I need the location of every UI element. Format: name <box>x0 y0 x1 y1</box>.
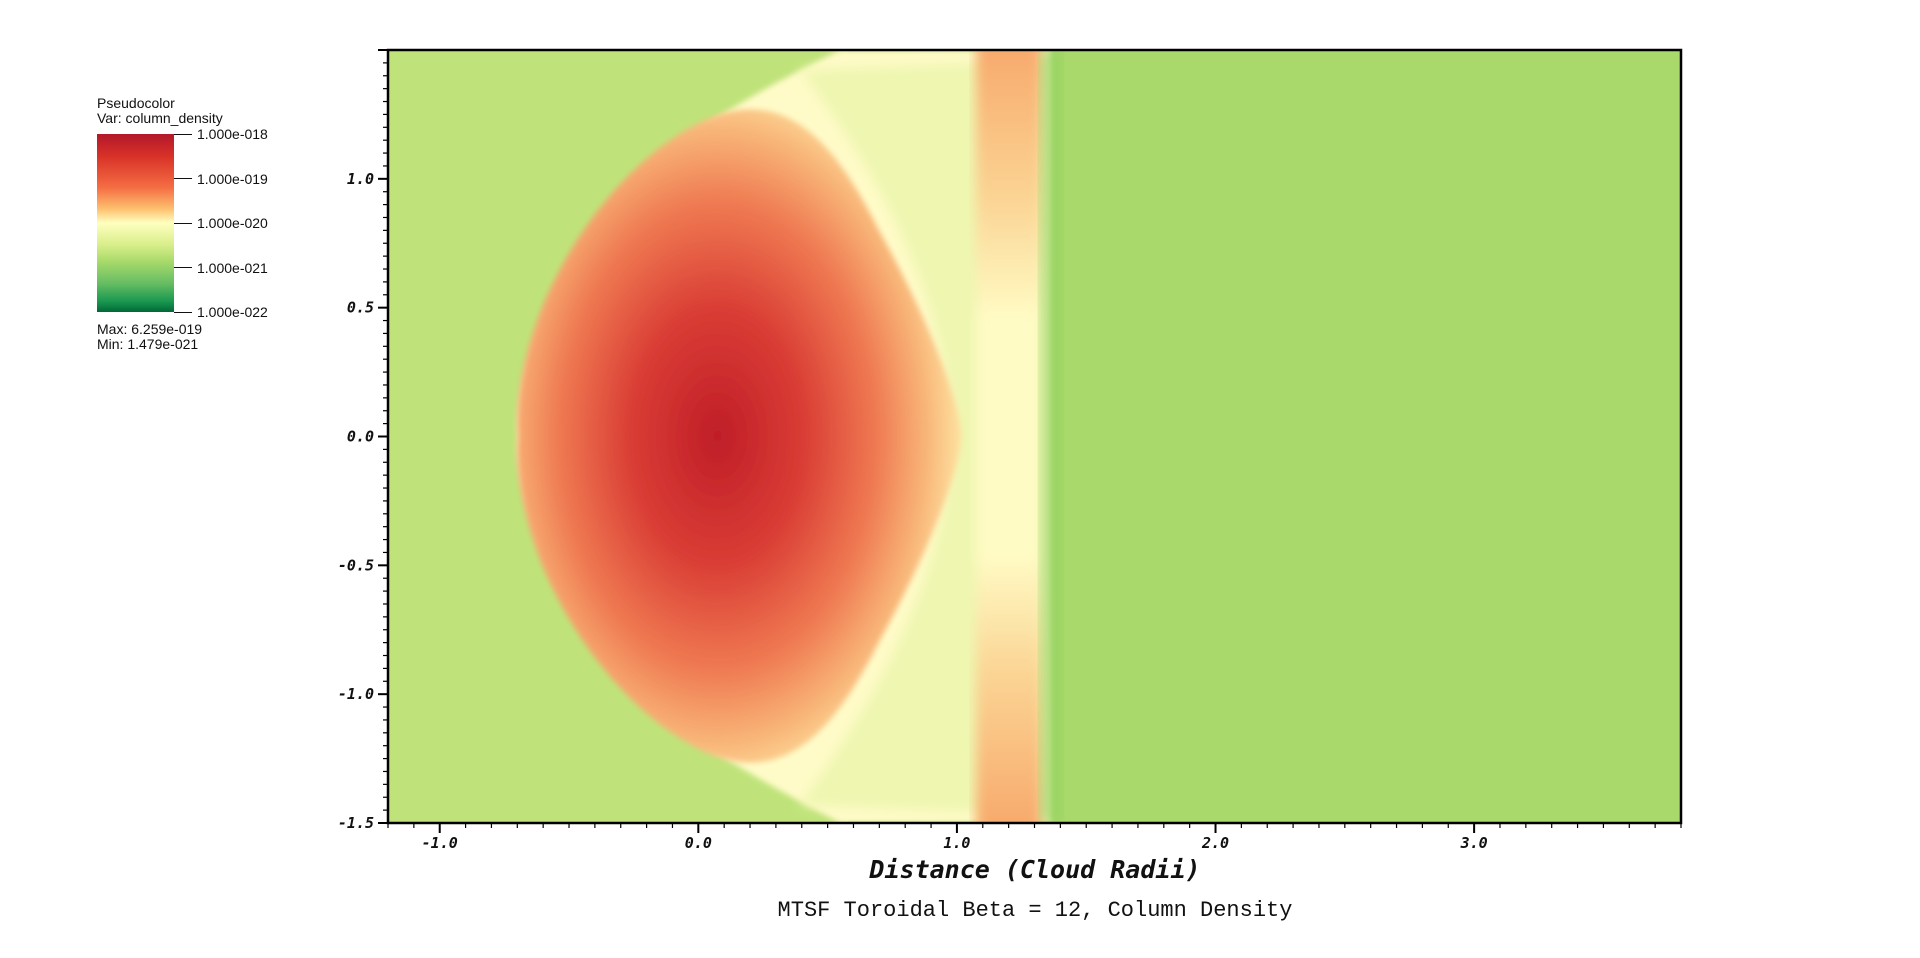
y-tick-label: -0.5 <box>338 556 374 574</box>
legend-tick-label: 1.000e-021 <box>197 259 268 276</box>
y-tick-label: -1.0 <box>338 685 374 703</box>
y-tick-label: 0.5 <box>347 299 374 317</box>
y-tick-label: -1.5 <box>338 814 374 832</box>
legend-tick <box>174 178 192 179</box>
column-density-field <box>388 50 1681 823</box>
x-tick-label: 3.0 <box>1460 834 1488 852</box>
chart-title: MTSF Toroidal Beta = 12, Column Density <box>778 898 1293 923</box>
legend-tick <box>174 267 192 268</box>
axis-ticks <box>378 49 1682 833</box>
legend-tick-label: 1.000e-020 <box>197 215 268 231</box>
legend-max: Max: 6.259e-019 <box>97 321 203 337</box>
y-tick-label: 0.0 <box>347 428 374 446</box>
legend-tick <box>174 311 192 313</box>
y-tick-label: 1.0 <box>347 170 374 188</box>
legend-variable: Var: column_density <box>97 110 223 126</box>
legend-tick-label: 1.000e-019 <box>197 170 268 187</box>
axis-tick-labels: -1.0 0.0 1.0 2.0 3.0 1.0 0.5 0.0 -0.5 -1.0 -1.5 <box>338 170 1488 852</box>
cloud-core <box>517 109 962 763</box>
filament-column <box>976 50 1042 823</box>
legend-tick-label: 1.000e-022 <box>197 304 268 320</box>
x-tick-label: 2.0 <box>1201 834 1229 852</box>
legend-plot-type: Pseudocolor <box>97 95 175 111</box>
legend-colorbar <box>97 134 174 312</box>
x-tick-label: 1.0 <box>943 834 970 852</box>
x-tick-label: -1.0 <box>422 834 458 852</box>
legend-tick <box>174 133 192 135</box>
shock-front <box>1040 50 1062 823</box>
legend-tick-label: 1.000e-018 <box>197 126 268 142</box>
legend-min: Min: 1.479e-021 <box>97 336 199 352</box>
x-axis-title: Distance (Cloud Radii) <box>868 855 1200 884</box>
legend-tick <box>174 222 192 224</box>
x-tick-label: 0.0 <box>685 834 712 852</box>
